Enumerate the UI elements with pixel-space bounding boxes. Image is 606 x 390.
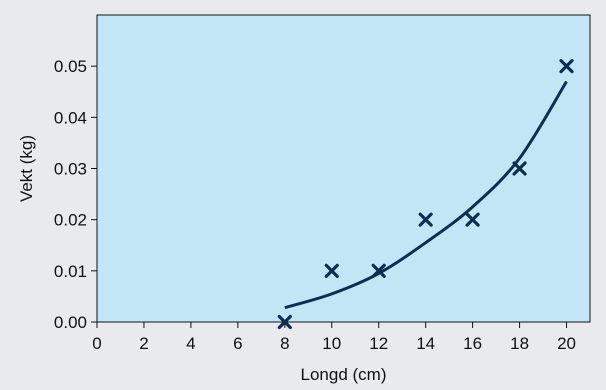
x-axis: 0 2 4 6 8 10 12 14 16 18 20: [92, 322, 576, 353]
data-point-marker: [371, 263, 386, 278]
x-tick-label: 2: [139, 334, 148, 353]
y-tick-label: 0.02: [54, 211, 87, 230]
data-point-marker: [418, 212, 433, 227]
x-tick-label: 18: [510, 334, 529, 353]
y-tick-label: 0.05: [54, 57, 87, 76]
data-point-marker: [512, 161, 527, 176]
data-point-marker: [465, 212, 480, 227]
x-tick-label: 16: [463, 334, 482, 353]
x-tick-label: 14: [416, 334, 435, 353]
data-point-marker: [559, 59, 574, 74]
y-tick-label: 0.00: [54, 313, 87, 332]
x-tick-label: 4: [186, 334, 195, 353]
y-tick-label: 0.04: [54, 108, 87, 127]
data-point-marker: [277, 314, 292, 330]
x-tick-label: 10: [322, 334, 341, 353]
y-tick-label: 0.03: [54, 160, 87, 179]
x-tick-label: 6: [233, 334, 242, 353]
x-tick-label: 20: [557, 334, 576, 353]
plot-area: [96, 14, 591, 323]
x-axis-title: Longd (cm): [301, 365, 387, 384]
y-axis-title: Vekt (kg): [17, 135, 36, 202]
trend-curve: [284, 80, 568, 310]
data-point-marker: [324, 263, 339, 278]
data-points: [277, 59, 574, 330]
x-tick-label: 8: [280, 334, 289, 353]
x-tick-label: 12: [369, 334, 388, 353]
y-axis: 0.00 0.01 0.02 0.03 0.04 0.05: [54, 57, 97, 332]
y-tick-label: 0.01: [54, 262, 87, 281]
x-tick-label: 0: [92, 334, 101, 353]
